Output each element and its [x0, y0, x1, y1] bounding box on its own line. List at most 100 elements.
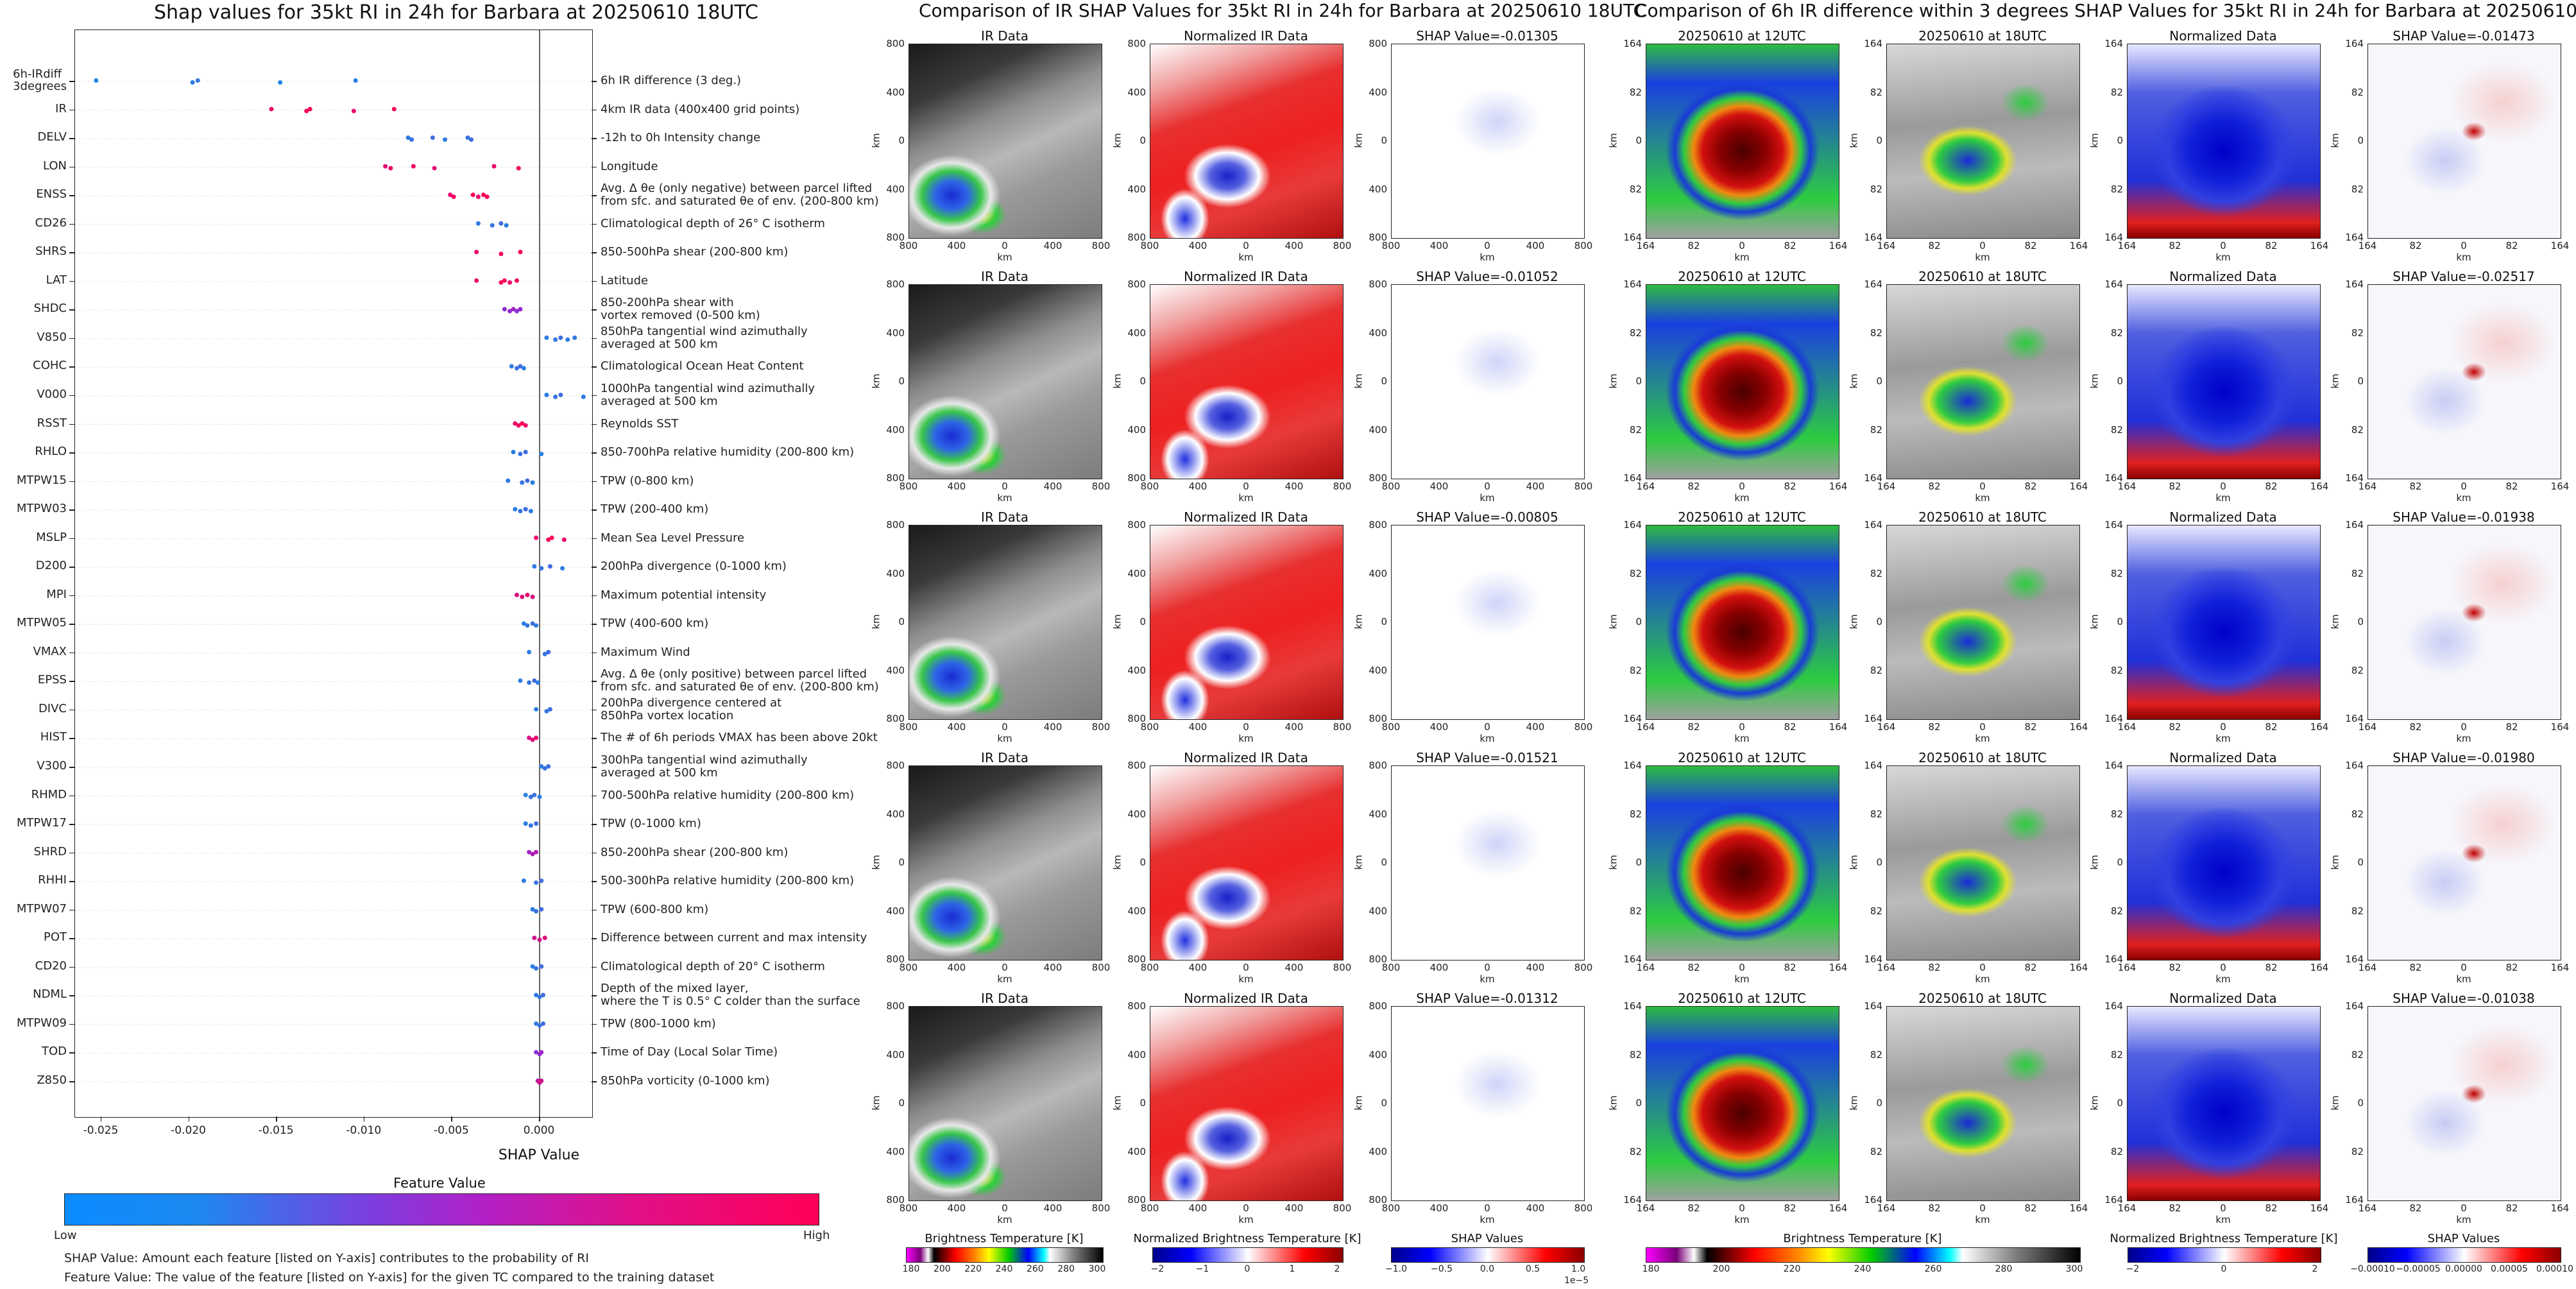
x-tick-label: 400 — [1043, 1202, 1062, 1214]
feature-description: Depth of the mixed layer, where the T is… — [601, 982, 860, 1009]
x-tick-mark — [276, 1116, 277, 1122]
x-tick-mark — [539, 1116, 540, 1122]
x-axis-label: km — [1975, 1214, 1990, 1225]
y-tick-label: 400 — [886, 423, 905, 436]
y-tick-mark-right — [592, 1023, 597, 1025]
x-tick-label: 400 — [1188, 481, 1207, 492]
y-tick-mark — [69, 109, 74, 111]
x-tick-label: 800 — [1140, 240, 1159, 252]
feature-label: SHRS — [35, 244, 67, 259]
y-tick-label: 164 — [2104, 713, 2123, 724]
y-tick-mark — [69, 423, 74, 425]
y-tick-label: 0 — [1635, 1097, 1642, 1109]
y-tick-mark-right — [592, 423, 597, 425]
x-tick-label: 164 — [2069, 962, 2088, 973]
y-tick-label: 164 — [1623, 760, 1642, 771]
x-axis-label: km — [2456, 252, 2471, 263]
shap-point — [351, 108, 356, 114]
shap-point — [525, 623, 530, 628]
x-tick-label: 800 — [1333, 240, 1352, 252]
y-tick-label: 800 — [1369, 713, 1387, 724]
shap-point — [549, 535, 554, 540]
shap-point — [521, 878, 526, 884]
feature-label: 6h-IRdiff 3degrees — [13, 67, 67, 93]
x-axis-label: km — [997, 1214, 1012, 1225]
shap-point — [542, 766, 547, 771]
x-tick-mark — [100, 1116, 102, 1122]
irdiff-panel-r3-c1 — [1886, 765, 2080, 960]
shap-point — [532, 564, 537, 569]
shap-point — [542, 935, 547, 941]
x-tick-label: 0 — [1484, 481, 1490, 492]
colorbar-tick-label: 0.00000 — [2445, 1264, 2482, 1274]
shap-point — [544, 335, 549, 340]
shap-point — [534, 706, 539, 712]
x-tick-label: 400 — [1429, 962, 1449, 973]
y-axis-label: km — [1848, 855, 1860, 870]
x-tick-label: 0 — [2461, 481, 2467, 492]
y-tick-label: 0 — [1876, 1097, 1882, 1109]
y-tick-mark — [69, 738, 74, 739]
x-axis-label: km — [1734, 733, 1750, 744]
y-tick-label: 800 — [886, 472, 905, 484]
y-tick-label: 164 — [1864, 760, 1882, 771]
y-tick-label: 800 — [886, 38, 905, 49]
x-tick-label: 400 — [1284, 481, 1304, 492]
x-tick-label: 0 — [1243, 962, 1249, 973]
x-axis-label: km — [1480, 1214, 1495, 1225]
y-axis-label: km — [2088, 373, 2101, 389]
y-axis-label: km — [1352, 1095, 1365, 1111]
x-tick-label: 164 — [2069, 1202, 2088, 1214]
ir-shap-colorbar-label: SHAP Values — [1451, 1232, 1524, 1245]
y-tick-label: 164 — [2104, 1000, 2123, 1012]
y-tick-label: 0 — [1381, 135, 1387, 146]
x-tick-label: 0 — [1979, 240, 1986, 252]
y-tick-label: 164 — [2345, 38, 2364, 49]
shap-point — [537, 1023, 542, 1028]
feature-label: TOD — [41, 1045, 67, 1059]
irdiff-panel-r2-c0-title: 20250610 at 12UTC — [1678, 509, 1806, 525]
y-tick-label: 800 — [1127, 278, 1146, 290]
y-tick-mark-right — [592, 938, 597, 939]
y-axis-label: km — [1607, 133, 1619, 148]
colorbar-tick-label: 0 — [2221, 1264, 2227, 1274]
y-tick-mark — [69, 395, 74, 397]
x-tick-label: 800 — [1333, 962, 1352, 973]
x-tick-label: 800 — [1140, 1202, 1159, 1214]
x-tick-label: 0 — [1243, 721, 1249, 733]
y-tick-label: 800 — [886, 1000, 905, 1012]
x-tick-label: 82 — [1687, 721, 1700, 733]
y-tick-label: 800 — [1369, 38, 1387, 49]
x-tick-label: -0.005 — [434, 1124, 469, 1137]
y-axis-label: km — [1607, 614, 1619, 629]
x-tick-label: 0 — [1002, 481, 1008, 492]
shap-point — [518, 364, 523, 369]
x-tick-label: 164 — [2069, 721, 2088, 733]
y-tick-mark — [69, 81, 74, 82]
shap-point — [534, 880, 539, 885]
y-tick-label: 0 — [2117, 135, 2123, 146]
y-tick-label: 82 — [1629, 1048, 1642, 1061]
y-tick-label: 82 — [1870, 567, 1882, 579]
y-tick-label: 800 — [1127, 472, 1146, 484]
x-tick-label: 800 — [1333, 721, 1352, 733]
x-tick-label: 400 — [947, 481, 966, 492]
y-tick-label: 164 — [2345, 953, 2364, 965]
irdiff-panel-r1-c1-title: 20250610 at 18UTC — [1918, 269, 2047, 284]
y-tick-label: 400 — [886, 905, 905, 917]
shap-point — [518, 250, 523, 255]
feature-description: Avg. Δ θe (only negative) between parcel… — [601, 182, 879, 209]
irdiff-panel-r3-c3-title: SHAP Value=-0.01980 — [2393, 750, 2535, 765]
y-tick-label: 164 — [2104, 1194, 2123, 1206]
x-tick-label: 82 — [1784, 481, 1796, 492]
y-tick-label: 800 — [1127, 232, 1146, 243]
feature-label: LON — [42, 158, 67, 173]
y-tick-mark-right — [592, 767, 597, 768]
y-tick-label: 400 — [1127, 1048, 1146, 1061]
x-tick-label: 400 — [1284, 962, 1304, 973]
shap-point — [195, 78, 200, 83]
x-tick-label: 0 — [2461, 1202, 2467, 1214]
y-tick-label: 0 — [2117, 616, 2123, 627]
y-tick-label: 164 — [1864, 953, 1882, 965]
feature-description: 850-700hPa relative humidity (200-800 km… — [601, 445, 855, 459]
